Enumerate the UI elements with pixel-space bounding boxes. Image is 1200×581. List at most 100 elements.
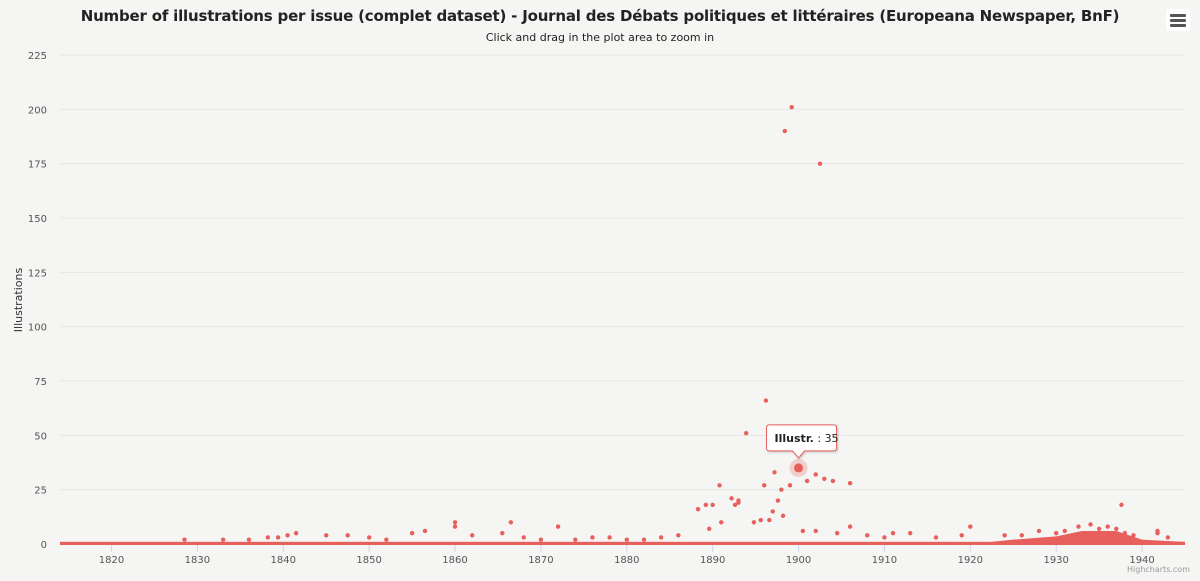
data-point[interactable]	[607, 535, 612, 540]
data-point[interactable]	[707, 526, 712, 531]
data-point[interactable]	[761, 483, 767, 488]
data-point[interactable]	[751, 520, 757, 525]
highlighted-data-point[interactable]	[794, 463, 804, 473]
data-point[interactable]	[1053, 530, 1059, 536]
baseline-series-band	[60, 530, 1185, 545]
data-point[interactable]	[719, 520, 724, 525]
data-point[interactable]	[1131, 533, 1136, 538]
data-point[interactable]	[800, 528, 806, 534]
data-point[interactable]	[695, 507, 701, 512]
data-point[interactable]	[743, 430, 749, 436]
data-point[interactable]	[717, 483, 722, 488]
data-point[interactable]	[758, 517, 763, 523]
data-point[interactable]	[782, 128, 788, 134]
data-point[interactable]	[265, 535, 271, 540]
tooltip-value: 35	[825, 432, 839, 445]
data-point[interactable]	[907, 530, 913, 536]
data-point[interactable]	[345, 533, 350, 538]
data-point[interactable]	[732, 502, 738, 508]
data-point[interactable]	[813, 472, 818, 477]
data-point[interactable]	[1122, 530, 1128, 536]
x-tick-label: 1910	[872, 555, 897, 566]
x-tick-label: 1830	[185, 555, 210, 566]
data-point[interactable]	[1002, 533, 1007, 538]
chart-title: Number of illustrations per issue (compl…	[80, 7, 1120, 25]
data-point[interactable]	[409, 530, 415, 536]
data-point[interactable]	[624, 537, 629, 542]
data-point[interactable]	[775, 498, 781, 503]
data-point[interactable]	[1105, 524, 1110, 529]
data-point[interactable]	[1096, 526, 1102, 531]
chart-menu-button[interactable]	[1166, 9, 1190, 31]
data-point[interactable]	[555, 524, 561, 529]
data-point[interactable]	[968, 524, 973, 529]
data-point[interactable]	[817, 161, 823, 166]
data-point[interactable]	[275, 535, 281, 540]
data-point[interactable]	[865, 533, 870, 538]
data-point[interactable]	[789, 104, 794, 110]
data-point[interactable]	[452, 524, 458, 529]
data-point[interactable]	[703, 502, 709, 508]
data-point[interactable]	[324, 533, 329, 538]
data-point[interactable]	[779, 487, 784, 492]
data-point[interactable]	[804, 478, 810, 484]
data-point[interactable]	[658, 535, 664, 540]
x-tick-label: 1890	[700, 555, 725, 566]
data-point[interactable]	[736, 500, 741, 505]
data-point[interactable]	[452, 520, 458, 525]
credits-link[interactable]: Highcharts.com	[1127, 565, 1190, 574]
data-point[interactable]	[830, 478, 836, 484]
data-point[interactable]	[521, 535, 526, 540]
data-point[interactable]	[933, 535, 939, 540]
data-point[interactable]	[890, 530, 896, 536]
data-point[interactable]	[641, 537, 647, 542]
data-point[interactable]	[780, 513, 786, 518]
data-point[interactable]	[182, 537, 187, 542]
data-point[interactable]	[285, 533, 290, 538]
data-point[interactable]	[882, 535, 887, 540]
data-point[interactable]	[1119, 502, 1124, 508]
data-point[interactable]	[770, 509, 775, 514]
data-point[interactable]	[500, 530, 505, 536]
data-point[interactable]	[384, 537, 389, 542]
data-point[interactable]	[767, 517, 772, 523]
data-point[interactable]	[220, 537, 226, 542]
data-point[interactable]	[1114, 526, 1119, 531]
x-tick-label: 1940	[1129, 555, 1154, 566]
data-point[interactable]	[1019, 533, 1025, 538]
data-point[interactable]	[470, 533, 475, 538]
data-point[interactable]	[847, 524, 853, 529]
data-point[interactable]	[959, 533, 964, 538]
data-point[interactable]	[590, 535, 595, 540]
data-point[interactable]	[1076, 524, 1081, 529]
data-point[interactable]	[538, 537, 544, 542]
data-point[interactable]	[772, 470, 777, 475]
data-point[interactable]	[847, 480, 853, 486]
data-point[interactable]	[508, 520, 514, 525]
scatter-series[interactable]	[182, 104, 1171, 542]
data-point[interactable]	[813, 528, 818, 534]
data-point[interactable]	[246, 537, 252, 542]
data-point[interactable]	[1165, 535, 1171, 540]
data-point[interactable]	[1088, 522, 1093, 527]
data-point[interactable]	[366, 535, 372, 540]
data-point[interactable]	[1062, 528, 1067, 534]
y-tick-label: 50	[34, 431, 47, 442]
data-point[interactable]	[1036, 528, 1042, 534]
y-tick-label: 75	[34, 377, 47, 388]
data-point[interactable]	[729, 496, 734, 501]
data-point[interactable]	[676, 533, 681, 538]
data-point[interactable]	[573, 537, 578, 542]
data-point[interactable]	[822, 476, 827, 481]
data-point[interactable]	[763, 398, 769, 403]
data-point[interactable]	[422, 528, 428, 534]
data-point[interactable]	[1155, 530, 1160, 536]
y-tick-label: 0	[41, 540, 47, 551]
data-point[interactable]	[834, 530, 840, 536]
data-point[interactable]	[710, 502, 715, 508]
x-tick-label: 1930	[1043, 555, 1068, 566]
tooltip-box	[766, 424, 838, 459]
data-point[interactable]	[293, 530, 299, 536]
data-point[interactable]	[787, 483, 793, 488]
